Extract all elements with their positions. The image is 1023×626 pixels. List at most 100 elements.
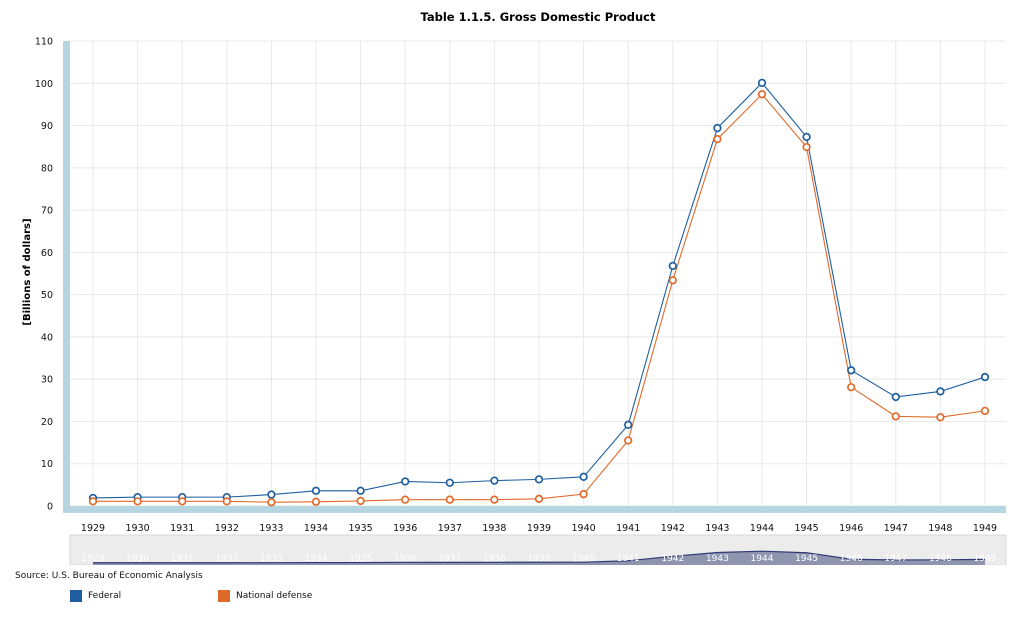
- data-point[interactable]: [624, 436, 633, 445]
- data-point[interactable]: [579, 472, 588, 481]
- legend-label-national-defense: National defense: [236, 591, 313, 601]
- data-point[interactable]: [668, 276, 677, 285]
- navigator-tick-label: 1940: [572, 554, 595, 564]
- navigator-line: [92, 550, 986, 564]
- y-tick-label: 110: [35, 37, 53, 48]
- data-point[interactable]: [713, 123, 722, 133]
- y-tick-label: 30: [41, 375, 53, 386]
- y-tick-label: 60: [41, 248, 53, 259]
- data-point[interactable]: [891, 412, 900, 421]
- legend-swatch-national-defense: [218, 590, 230, 602]
- data-point[interactable]: [445, 478, 454, 487]
- legend-item-federal[interactable]: Federal: [70, 590, 121, 602]
- navigator-tick-label: 1934: [305, 554, 328, 564]
- x-tick-label: 1940: [572, 523, 596, 534]
- navigator-tick-label: 1947: [884, 554, 907, 564]
- data-point[interactable]: [490, 495, 499, 504]
- data-point[interactable]: [980, 372, 990, 382]
- y-tick-label: 70: [41, 206, 53, 217]
- x-axis-band: [63, 506, 1006, 513]
- data-point[interactable]: [936, 413, 945, 422]
- navigator-tick-label: 1941: [617, 554, 640, 564]
- data-point[interactable]: [356, 496, 365, 506]
- legend-label-federal: Federal: [88, 591, 122, 601]
- y-tick-label: 80: [41, 163, 53, 174]
- data-point[interactable]: [757, 90, 767, 99]
- data-point[interactable]: [401, 495, 410, 504]
- navigator-tick-label: 1937: [438, 554, 461, 564]
- source-note: Source: U.S. Bureau of Economic Analysis: [15, 571, 203, 581]
- x-tick-label: 1932: [215, 523, 239, 534]
- x-tick-label: 1943: [705, 523, 729, 534]
- data-point[interactable]: [222, 497, 231, 506]
- x-tick-label: 1949: [973, 523, 997, 534]
- navigator-tick-label: 1931: [171, 554, 194, 564]
- range-navigator[interactable]: 1929 1930 1931 1932 1933 1934 1935 1936 1937 1938…: [69, 534, 1007, 565]
- data-point[interactable]: [534, 475, 544, 484]
- x-tick-label: 1946: [839, 523, 863, 534]
- navigator-tick-label: 1930: [126, 554, 149, 564]
- x-tick-label: 1947: [884, 523, 908, 534]
- x-tick-label: 1933: [259, 523, 283, 534]
- data-point[interactable]: [802, 132, 811, 142]
- y-tick-label: 10: [41, 459, 53, 470]
- navigator-tick-label: 1933: [260, 554, 283, 564]
- series-group: [88, 78, 990, 507]
- line-chart: Table 1.1.5. Gross Domestic Product [Bil…: [22, 10, 1007, 565]
- navigator-tick-label: 1938: [483, 554, 506, 564]
- data-point[interactable]: [579, 490, 588, 499]
- navigator-tick-label: 1932: [215, 554, 238, 564]
- grid-lines: [66, 40, 1006, 507]
- x-tick-label: 1937: [438, 523, 462, 534]
- x-tick-labels: 1929 1930 1931 1932 1933 1934 1935 1936 1937 1938…: [81, 523, 997, 534]
- data-point[interactable]: [490, 476, 499, 485]
- data-point[interactable]: [267, 490, 276, 499]
- navigator-tick-label: 1943: [706, 554, 729, 564]
- navigator-tick-label: 1948: [929, 554, 952, 564]
- data-point[interactable]: [624, 420, 633, 429]
- data-point[interactable]: [802, 142, 811, 152]
- data-point[interactable]: [311, 486, 321, 495]
- data-point[interactable]: [847, 366, 856, 375]
- navigator-tick-label: 1936: [394, 554, 417, 564]
- x-tick-label: 1931: [170, 523, 194, 534]
- x-tick-label: 1935: [349, 523, 373, 534]
- chart-title: Table 1.1.5. Gross Domestic Product: [421, 10, 656, 24]
- y-tick-label: 50: [41, 290, 53, 301]
- navigator-tick-label: 1929: [82, 554, 105, 564]
- data-point[interactable]: [936, 387, 945, 396]
- data-point[interactable]: [534, 494, 544, 503]
- y-tick-label: 100: [35, 79, 53, 90]
- y-tick-label: 20: [41, 417, 53, 428]
- legend-item-national-defense[interactable]: National defense: [218, 590, 312, 602]
- data-point[interactable]: [980, 406, 990, 416]
- y-tick-label: 40: [41, 332, 53, 343]
- navigator-tick-label: 1935: [349, 554, 372, 564]
- x-tick-label: 1936: [393, 523, 417, 534]
- data-point[interactable]: [133, 497, 142, 506]
- data-point[interactable]: [445, 495, 454, 504]
- axes: [63, 41, 1006, 513]
- data-point[interactable]: [401, 477, 410, 486]
- data-point[interactable]: [847, 383, 856, 392]
- data-point[interactable]: [178, 497, 187, 506]
- data-point[interactable]: [356, 486, 365, 495]
- x-tick-label: 1939: [527, 523, 551, 534]
- data-point[interactable]: [713, 134, 722, 144]
- x-tick-label: 1941: [616, 523, 640, 534]
- data-point[interactable]: [267, 498, 276, 507]
- navigator-tick-label: 1942: [661, 554, 684, 564]
- data-point[interactable]: [668, 261, 677, 271]
- data-point[interactable]: [311, 497, 321, 506]
- navigator-tick-label: 1945: [795, 554, 818, 564]
- data-point[interactable]: [757, 78, 767, 87]
- navigator-tick-label: 1949: [974, 554, 997, 564]
- y-tick-label: 90: [41, 121, 53, 132]
- data-point[interactable]: [88, 497, 98, 506]
- data-point[interactable]: [891, 392, 900, 402]
- navigator-area: [93, 551, 985, 565]
- y-axis-band: [63, 41, 70, 512]
- x-tick-label: 1942: [661, 523, 685, 534]
- navigator-tick-label: 1939: [528, 554, 551, 564]
- y-axis-label: [Billions of dollars]: [22, 218, 33, 325]
